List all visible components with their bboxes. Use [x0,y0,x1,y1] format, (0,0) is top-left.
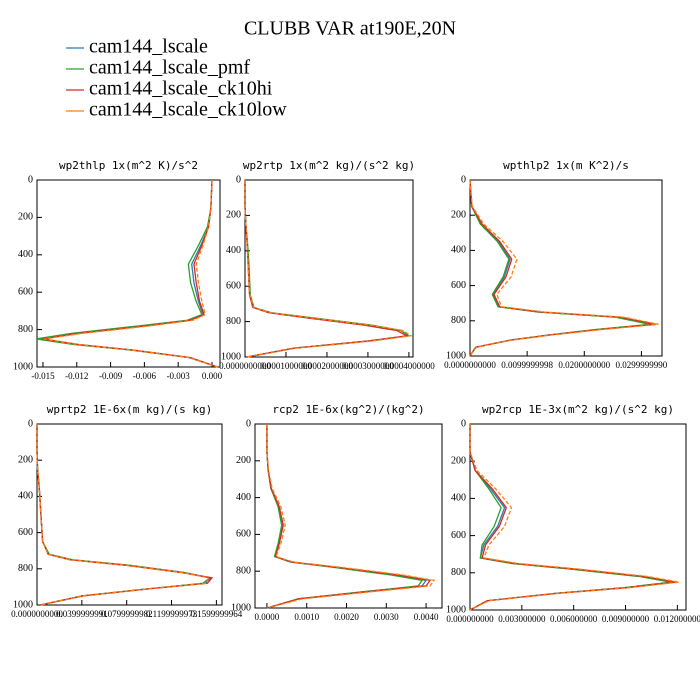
panel-title: wp2rtp 1x(m^2 kg)/(s^2 kg) [243,159,415,172]
legend-label: cam144_lscale [89,36,208,58]
profile-line [469,179,659,357]
y-tick-label: 1000 [221,351,241,362]
legend-label: cam144_lscale_pmf [89,57,250,79]
profile-line [244,180,413,358]
y-tick-label: 1000 [446,604,466,615]
x-tick-label: 0.0004000000 [383,361,435,371]
profile-line [469,424,680,611]
y-tick-label: 600 [451,530,466,541]
x-tick-label: 0.012000000 [654,614,700,624]
x-tick-label: -0.003 [167,371,191,381]
plot-frame [244,179,414,358]
y-tick-label: 600 [18,527,33,538]
y-tick-label: 0 [28,174,33,185]
y-tick-label: 800 [226,316,241,327]
y-tick-label: 800 [18,324,33,335]
y-tick-label: 1000 [231,602,251,613]
y-tick-label: 400 [18,249,33,260]
x-tick-label: 0.0799999982 [101,609,153,619]
panel-title: wp2rcp 1E-3x(m^2 kg)/(s^2 kg) [482,403,674,416]
x-tick-label: 0.0200000000 [558,360,610,370]
y-tick-label: 800 [451,567,466,578]
plot-frame [36,423,223,606]
x-tick-label: 0.0002000000 [301,361,353,371]
x-tick-label: -0.006 [133,371,157,381]
y-tick-label: 600 [18,286,33,297]
plot-frame [469,179,663,357]
y-tick-label: 800 [18,563,33,574]
y-tick-label: 400 [451,493,466,504]
x-tick-label: 0.0030 [374,612,399,622]
y-tick-label: 0 [461,174,466,185]
x-tick-label: 0.0000000000 [219,361,271,371]
x-tick-label: 0.0000000000 [11,609,63,619]
x-tick-label: 0.0000000000 [444,360,496,370]
panel-title: wpthlp2 1x(m K^2)/s [503,159,629,172]
x-tick-label: 0.0003000000 [342,361,394,371]
y-tick-label: 200 [18,454,33,465]
y-tick-label: 1000 [13,599,33,610]
y-tick-label: 600 [236,529,251,540]
legend-label: cam144_lscale_ck10low [89,99,287,121]
panel-title: rcp2 1E-6x(kg^2)/(kg^2) [272,403,424,416]
y-tick-label: 800 [236,565,251,576]
y-tick-label: 400 [18,491,33,502]
y-tick-label: 200 [18,212,33,223]
panel-title: wp2thlp 1x(m^2 K)/s^2 [59,159,198,172]
y-tick-label: 0 [236,174,241,185]
panel-title: wprtp2 1E-6x(m kg)/(s kg) [47,403,213,416]
plot-frame [254,423,443,609]
y-tick-label: 800 [451,315,466,326]
y-tick-label: 200 [226,210,241,221]
x-tick-label: 0.0040 [414,612,439,622]
y-tick-label: 1000 [13,361,33,372]
y-tick-label: 0 [28,418,33,429]
x-tick-label: -0.009 [99,371,123,381]
x-tick-label: 0.000000000 [446,614,494,624]
y-tick-label: 0 [461,418,466,429]
x-tick-label: 0.000 [202,371,223,381]
x-tick-label: 0.003000000 [498,614,546,624]
x-tick-label: 0.0000 [255,612,280,622]
y-tick-label: 400 [226,245,241,256]
plot-frame [36,179,221,368]
y-tick-label: 200 [451,209,466,220]
x-tick-label: 0.009000000 [602,614,650,624]
figure-title: CLUBB VAR at190E,20N [244,18,456,40]
y-tick-label: 200 [236,455,251,466]
x-tick-label: 0.0010 [294,612,319,622]
y-tick-label: 1000 [446,350,466,361]
x-tick-label: -0.015 [31,371,55,381]
y-tick-label: 200 [451,455,466,466]
x-tick-label: 0.1199999973 [146,609,198,619]
legend-label: cam144_lscale_ck10hi [89,78,273,100]
x-tick-label: -0.012 [65,371,88,381]
plot-frame [469,423,687,611]
x-tick-label: 0.006000000 [550,614,598,624]
y-tick-label: 400 [236,492,251,503]
profile-line [36,424,210,606]
y-tick-label: 600 [451,280,466,291]
x-tick-label: 0.0399999991 [56,609,108,619]
y-tick-label: 0 [246,418,251,429]
profile-line [266,424,436,609]
x-tick-label: 0.0001000000 [260,361,312,371]
profile-line [43,179,218,368]
x-tick-label: 0.0020 [334,612,359,622]
x-tick-label: 0.0099999998 [501,360,553,370]
x-tick-label: 0.0299999990 [616,360,668,370]
x-tick-label: 0.1599999964 [191,609,243,619]
y-tick-label: 400 [451,245,466,256]
y-tick-label: 600 [226,280,241,291]
